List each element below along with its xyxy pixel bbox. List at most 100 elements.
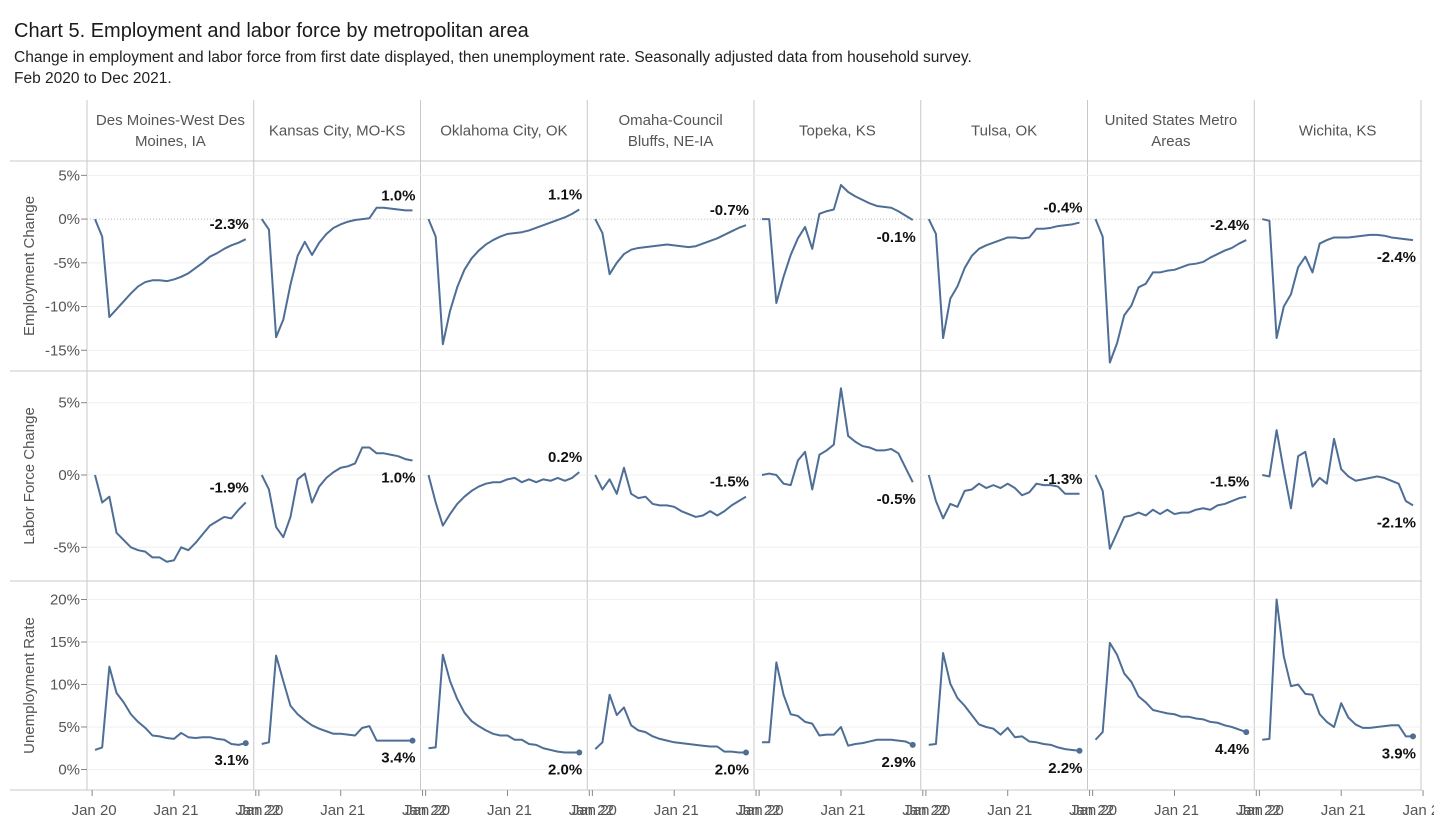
series-line bbox=[1094, 474, 1247, 550]
data-label: 2.0% bbox=[548, 762, 582, 779]
data-label: 3.9% bbox=[1382, 745, 1416, 762]
x-tick-label: Jan 20 bbox=[739, 802, 784, 819]
column-header: Oklahoma City, OK bbox=[440, 123, 567, 140]
data-label: 3.4% bbox=[381, 750, 415, 767]
series-line bbox=[594, 693, 746, 754]
x-tick-label: Jan 20 bbox=[1072, 802, 1117, 819]
x-tick-label: Jan 21 bbox=[1321, 802, 1366, 819]
data-label: -1.3% bbox=[1043, 471, 1082, 488]
series-line bbox=[94, 665, 246, 751]
x-tick-label: Jan 22 bbox=[235, 802, 280, 819]
x-tick-label: Jan 22 bbox=[402, 802, 447, 819]
x-tick-label: Jan 22 bbox=[569, 802, 614, 819]
series-line bbox=[594, 466, 747, 518]
x-tick-label: Jan 21 bbox=[320, 802, 365, 819]
series-line bbox=[928, 652, 1080, 752]
x-tick-label: Jan 22 bbox=[1069, 802, 1114, 819]
y-tick-label: 10% bbox=[50, 677, 80, 694]
series-line bbox=[428, 653, 580, 754]
series-line bbox=[1262, 429, 1414, 510]
series-end-point bbox=[242, 740, 249, 747]
data-label: 2.0% bbox=[715, 762, 749, 779]
data-label: 3.1% bbox=[215, 752, 249, 769]
x-tick-label: Jan 22 bbox=[736, 802, 781, 819]
series-line bbox=[927, 218, 1080, 340]
series-end-point bbox=[1243, 729, 1250, 736]
column-header: Kansas City, MO-KS bbox=[269, 123, 405, 140]
series-line bbox=[761, 387, 914, 491]
series-end-point bbox=[576, 749, 583, 756]
x-tick-label: Jan 21 bbox=[654, 802, 699, 819]
series-line bbox=[260, 206, 413, 339]
series-line bbox=[94, 474, 247, 563]
data-label: 4.4% bbox=[1215, 741, 1249, 758]
data-label: -0.4% bbox=[1043, 200, 1082, 217]
series-line bbox=[762, 661, 914, 747]
y-tick-label: 0% bbox=[58, 211, 80, 228]
x-tick-label: Jan 22 bbox=[1403, 802, 1434, 819]
column-header: Wichita, KS bbox=[1299, 123, 1377, 140]
y-tick-label: 20% bbox=[50, 592, 80, 609]
y-tick-label: 5% bbox=[58, 395, 80, 412]
series-end-point bbox=[1076, 747, 1083, 754]
x-tick-label: Jan 21 bbox=[487, 802, 532, 819]
x-tick-label: Jan 21 bbox=[153, 802, 198, 819]
x-tick-label: Jan 20 bbox=[72, 802, 117, 819]
series-line bbox=[260, 446, 413, 539]
chart-title: Chart 5. Employment and labor force by m… bbox=[14, 20, 529, 42]
data-label: 2.9% bbox=[882, 754, 916, 771]
data-label: -0.5% bbox=[877, 491, 916, 508]
data-label: 0.2% bbox=[548, 449, 582, 466]
series-end-point bbox=[1410, 733, 1416, 740]
data-label: -2.1% bbox=[1377, 514, 1416, 531]
series-line bbox=[927, 474, 1080, 520]
series-line bbox=[1262, 218, 1414, 340]
x-tick-label: Jan 21 bbox=[1154, 802, 1199, 819]
column-header: Topeka, KS bbox=[799, 123, 876, 140]
data-label: -2.4% bbox=[1377, 249, 1416, 266]
data-label: -0.7% bbox=[710, 202, 749, 219]
x-tick-label: Jan 20 bbox=[238, 802, 283, 819]
series-line bbox=[261, 654, 413, 745]
series-line bbox=[1094, 218, 1247, 364]
series-line bbox=[427, 208, 580, 346]
y-tick-label: 5% bbox=[58, 719, 80, 736]
x-tick-label: Jan 20 bbox=[905, 802, 950, 819]
row-title: Unemployment Rate bbox=[21, 617, 38, 754]
series-line bbox=[1094, 641, 1247, 741]
data-label: -2.4% bbox=[1210, 217, 1249, 234]
column-header: Tulsa, OK bbox=[971, 123, 1037, 140]
series-end-point bbox=[409, 737, 416, 744]
data-label: -1.5% bbox=[710, 474, 749, 491]
y-tick-label: -15% bbox=[45, 342, 80, 359]
y-tick-label: 0% bbox=[58, 467, 80, 484]
series-line bbox=[594, 218, 747, 276]
y-tick-label: 0% bbox=[58, 762, 80, 779]
data-label: -1.5% bbox=[1210, 474, 1249, 491]
x-tick-label: Jan 20 bbox=[1239, 802, 1284, 819]
data-label: 2.2% bbox=[1048, 760, 1082, 777]
series-line bbox=[762, 183, 914, 305]
y-tick-label: -5% bbox=[53, 255, 80, 272]
column-header: Des Moines-West Des Moines, IA bbox=[96, 112, 245, 150]
x-tick-label: Jan 22 bbox=[1236, 802, 1281, 819]
y-tick-label: -5% bbox=[53, 539, 80, 556]
y-tick-label: 5% bbox=[58, 167, 80, 184]
series-line bbox=[1262, 598, 1413, 741]
row-title: Labor Force Change bbox=[21, 407, 38, 545]
y-tick-label: 15% bbox=[50, 634, 80, 651]
series-end-point bbox=[909, 741, 916, 748]
column-header: Omaha-Council Bluffs, NE-IA bbox=[619, 112, 723, 150]
data-label: -0.1% bbox=[877, 229, 916, 246]
x-tick-label: Jan 22 bbox=[902, 802, 947, 819]
row-title: Employment Change bbox=[21, 196, 38, 336]
subtitle-line-1: Change in employment and labor force fro… bbox=[14, 49, 972, 66]
column-header: United States Metro Areas bbox=[1105, 112, 1238, 150]
data-label: 1.0% bbox=[381, 470, 415, 487]
data-label: 1.1% bbox=[548, 186, 582, 203]
x-tick-label: Jan 21 bbox=[820, 802, 865, 819]
data-label: -2.3% bbox=[210, 216, 249, 233]
x-tick-label: Jan 20 bbox=[405, 802, 450, 819]
series-line bbox=[427, 471, 580, 527]
